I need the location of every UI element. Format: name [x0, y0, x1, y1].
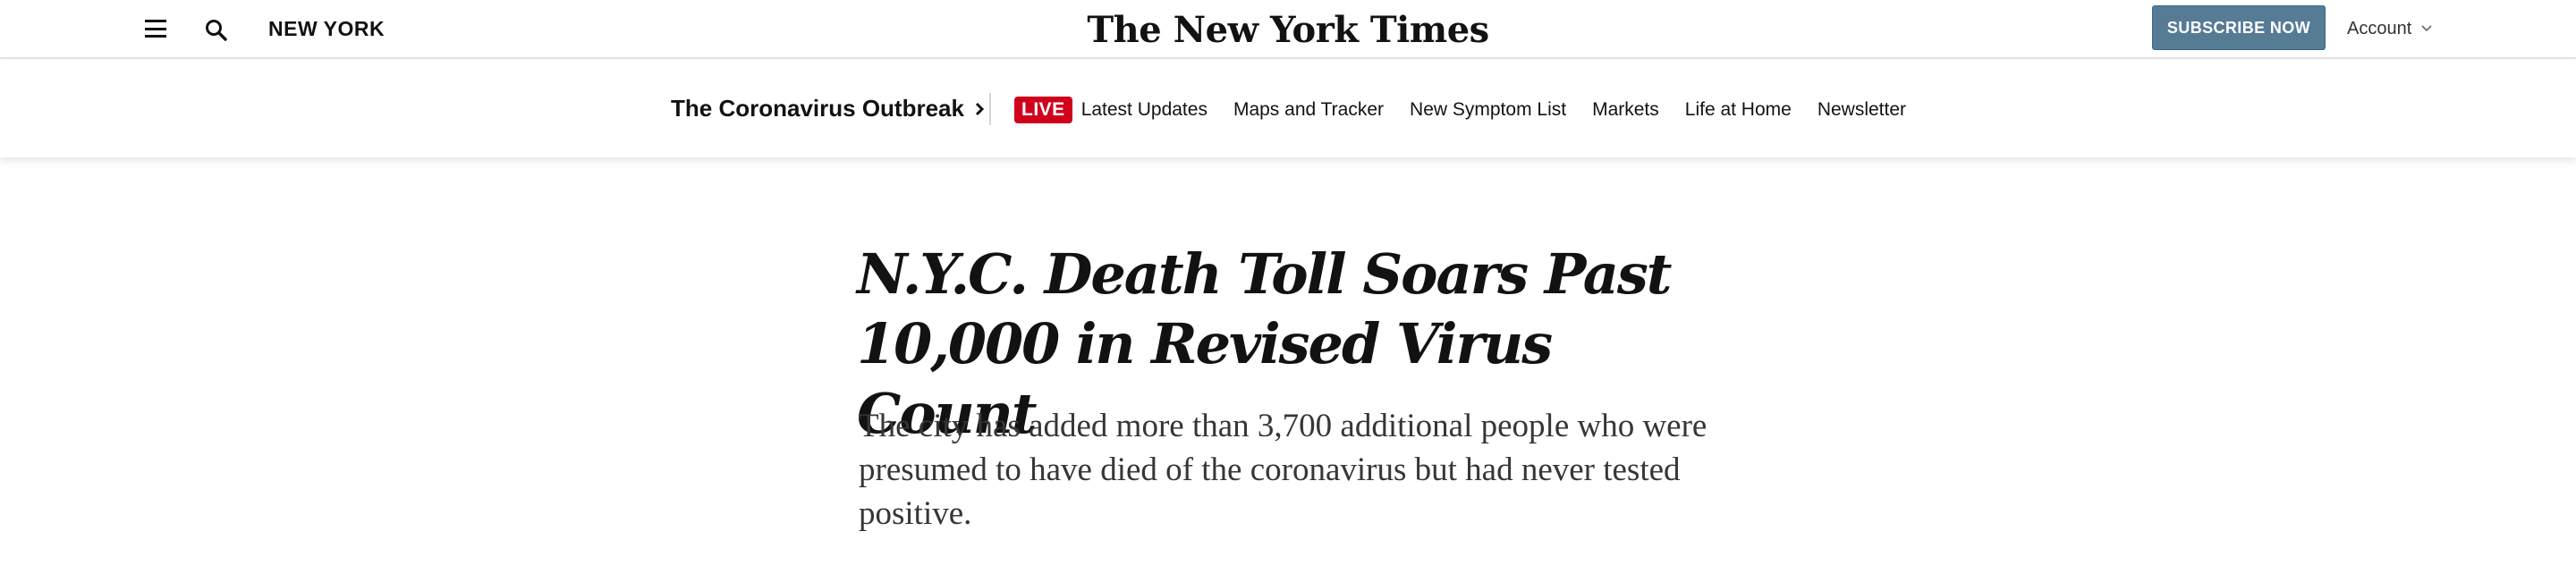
nyt-logo[interactable]: The New York Times — [1087, 8, 1489, 51]
article-summary: The city has added more than 3,700 addit… — [859, 408, 1707, 532]
nav-maps-and-tracker[interactable]: Maps and Tracker — [1233, 99, 1385, 120]
hamburger-menu-icon[interactable] — [145, 20, 168, 38]
nav-divider — [989, 93, 991, 125]
nav-life-at-home[interactable]: Life at Home — [1684, 99, 1792, 120]
nav-new-symptom-list[interactable]: New Symptom List — [1410, 99, 1567, 120]
coronavirus-outbreak-link[interactable]: The Coronavirus Outbreak — [671, 95, 986, 122]
article-headline: N.Y.C. Death Toll Soars Past 10,000 in R… — [857, 241, 1672, 446]
search-icon[interactable] — [204, 18, 229, 43]
chevron-right-icon — [975, 102, 985, 115]
coronavirus-nav-items: LIVE Latest Updates Maps and Tracker New… — [1014, 95, 1932, 125]
nav-latest-updates[interactable]: Latest Updates — [1080, 99, 1208, 120]
masthead: NEW YORK The New York Times SUBSCRIBE NO… — [0, 0, 2576, 59]
account-label: Account — [2347, 18, 2412, 38]
section-name-link[interactable]: NEW YORK — [268, 17, 386, 40]
subscribe-button[interactable]: SUBSCRIBE NOW — [2152, 5, 2326, 50]
nav-newsletter[interactable]: Newsletter — [1817, 99, 1907, 120]
live-badge: LIVE — [1014, 97, 1072, 123]
nav-markets[interactable]: Markets — [1592, 99, 1659, 120]
chevron-down-icon — [2421, 25, 2432, 32]
account-button[interactable]: Account — [2347, 16, 2433, 41]
coronavirus-outbreak-label: The Coronavirus Outbreak — [671, 95, 964, 122]
coronavirus-nav-bar: The Coronavirus Outbreak LIVE Latest Upd… — [0, 61, 2576, 157]
